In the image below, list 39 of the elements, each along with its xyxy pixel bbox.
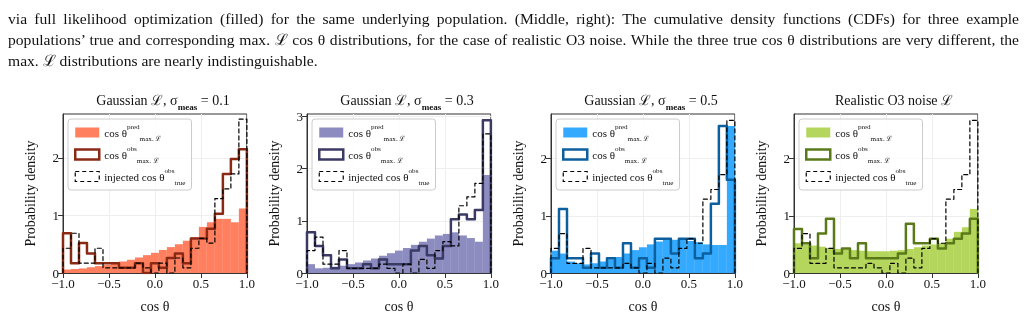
x-tick-label: −0.5	[828, 276, 852, 291]
y-tick-label: 0	[52, 265, 59, 281]
x-axis-title: cos θ	[140, 298, 170, 314]
y-tick-label: 1	[540, 208, 547, 224]
x-tick-label: −0.5	[341, 276, 365, 291]
y-tick-label: 0	[540, 265, 547, 281]
x-tick-label: 0.5	[192, 276, 210, 291]
x-tick-label: −0.5	[97, 276, 121, 291]
y-tick-label: 2	[540, 151, 547, 167]
text: via full likelihood optimization (filled) for the same underlying population. (Middle, right): The cumulative density functions (CDFs) for three example populations’ true and corresponding max. ℒ cos θ distributions, for the case of realistic O3 noise. While the three true cos θ distributions are very different, the max. ℒ distributions are nearly indistinguishable.	[8, 9, 1019, 71]
y-tick-label: 0	[783, 265, 790, 281]
y-tick-label: 2	[783, 151, 790, 167]
y-tick-label: 0	[296, 265, 303, 281]
y-tick-label: 1	[52, 207, 59, 223]
y-tick-label: 1	[783, 208, 790, 224]
x-tick-label: 0.0	[634, 276, 652, 291]
chart-title: Realistic O3 noise ℒ	[834, 92, 954, 108]
y-axis-title: Probability density	[510, 140, 526, 247]
y-tick-label: 3	[296, 109, 303, 125]
x-axis-title: cos θ	[384, 298, 414, 314]
y-axis-title: Probability density	[753, 140, 769, 247]
y-axis-title: Probability density	[266, 140, 282, 247]
x-tick-label: 0.5	[680, 276, 698, 291]
x-tick-label: −0.5	[585, 276, 609, 291]
x-tick-label: 1.0	[482, 276, 499, 291]
x-tick-label: 0.0	[877, 276, 895, 291]
y-tick-label: 2	[52, 150, 59, 166]
y-tick-label: 1	[296, 213, 303, 229]
x-axis-title: cos θ	[871, 298, 901, 314]
x-tick-label: 0.0	[390, 276, 408, 291]
x-axis-title: cos θ	[628, 298, 658, 314]
x-tick-label: 0.5	[436, 276, 454, 291]
y-axis-title: Probability density	[22, 140, 38, 247]
x-tick-label: 1.0	[969, 276, 986, 291]
x-tick-label: 1.0	[238, 276, 255, 291]
x-tick-label: 1.0	[726, 276, 743, 291]
y-tick-label: 2	[296, 161, 303, 177]
x-tick-label: 0.5	[923, 276, 941, 291]
x-tick-label: 0.0	[146, 276, 164, 291]
